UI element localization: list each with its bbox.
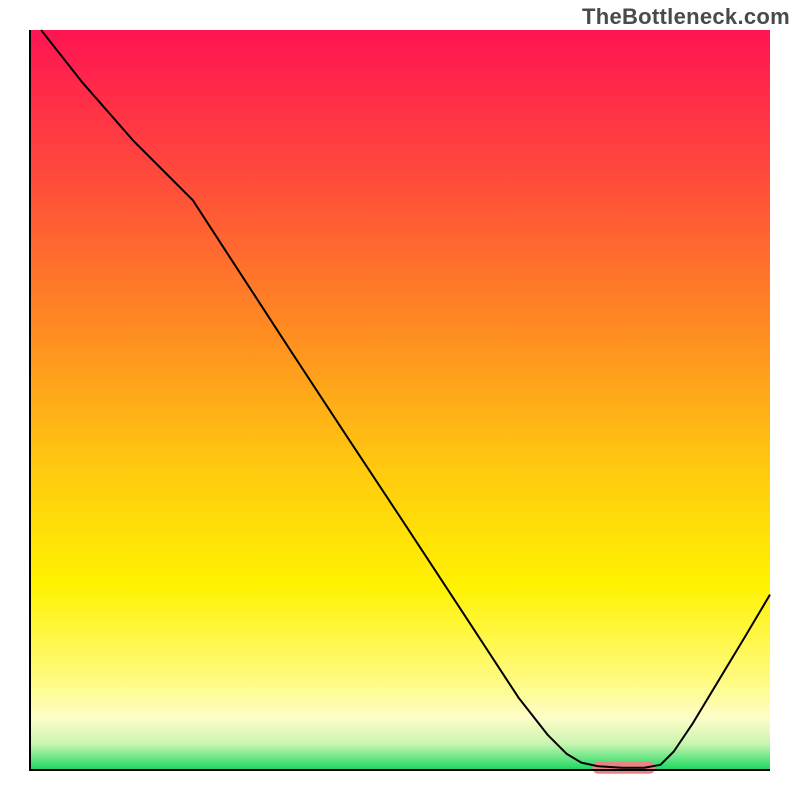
gradient-background [30,30,770,770]
plot-area [30,30,770,774]
chart-container: TheBottleneck.com [0,0,800,800]
watermark-text: TheBottleneck.com [582,4,790,30]
gradient-line-chart [0,0,800,800]
